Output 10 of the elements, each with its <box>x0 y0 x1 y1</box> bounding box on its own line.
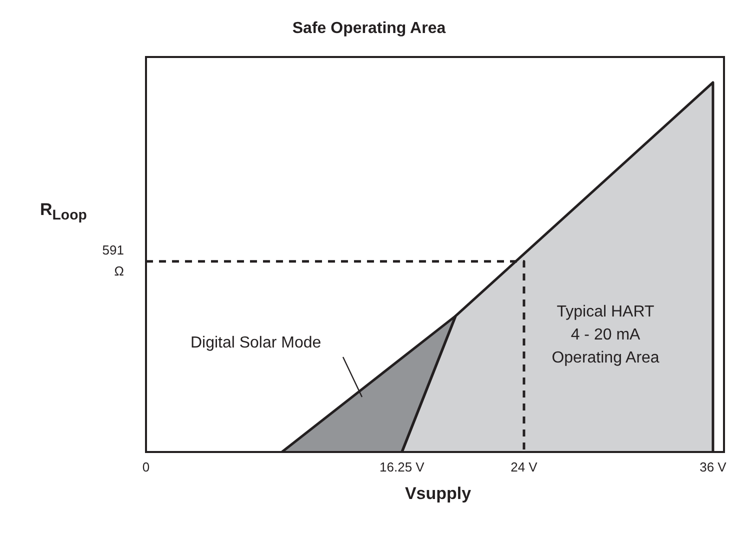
x-axis-title: Vsupply <box>404 484 472 504</box>
annotation: Digital Solar Mode <box>190 334 322 352</box>
x-tick-label: 16.25 V <box>380 459 425 474</box>
x-tick-label: 0 <box>142 459 150 474</box>
y-axis-title: R$_{Loop}$ <box>40 200 87 224</box>
chart-title: Safe Operating Area <box>291 20 447 38</box>
x-tick-label: 36 V <box>700 459 727 474</box>
x-tick-label: 24 V <box>510 459 538 474</box>
annotation: Typical HART 4 - 20 mA Operating Area <box>552 303 660 366</box>
y-tick-label: 591 Ω <box>102 242 124 278</box>
